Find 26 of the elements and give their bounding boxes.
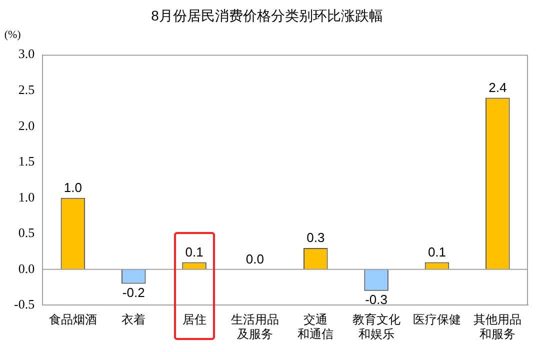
data-label: 2.4 — [488, 80, 507, 95]
data-label: 0.0 — [246, 252, 264, 267]
y-tick-label: 0.5 — [18, 225, 35, 240]
x-tick-label: 教育文化和娱乐 — [352, 312, 400, 342]
x-tick-label: 居住 — [182, 312, 206, 327]
x-tick-label: 衣着 — [122, 312, 146, 327]
y-tick-label: 1.5 — [18, 154, 35, 169]
y-axis-title: (%) — [4, 29, 22, 42]
y-tick-label: -0.5 — [14, 296, 35, 312]
x-tick-label: 交通和通信 — [298, 312, 334, 342]
x-tick-label: 医疗保健 — [412, 312, 461, 327]
x-tick-label: 其他用品和服务 — [474, 312, 522, 342]
x-tick-label: 生活用品及服务 — [230, 312, 279, 342]
data-label: -0.2 — [122, 284, 145, 300]
y-tick-label: 3.0 — [18, 46, 35, 62]
y-tick-label: 0.0 — [18, 260, 35, 276]
y-tick-label: 2.5 — [18, 82, 35, 97]
data-label: 0.1 — [428, 244, 446, 260]
x-tick-label: 食品烟酒 — [48, 312, 97, 327]
data-label: 0.3 — [306, 230, 325, 246]
data-label: -0.3 — [365, 292, 388, 307]
data-label: 0.1 — [185, 244, 204, 260]
y-tick-label: 2.0 — [18, 118, 35, 133]
chart-title: 8月份居民消费价格分类别环比涨跌幅 — [151, 7, 383, 24]
data-label: 1.0 — [64, 180, 82, 195]
y-tick-label: 1.0 — [18, 189, 35, 204]
